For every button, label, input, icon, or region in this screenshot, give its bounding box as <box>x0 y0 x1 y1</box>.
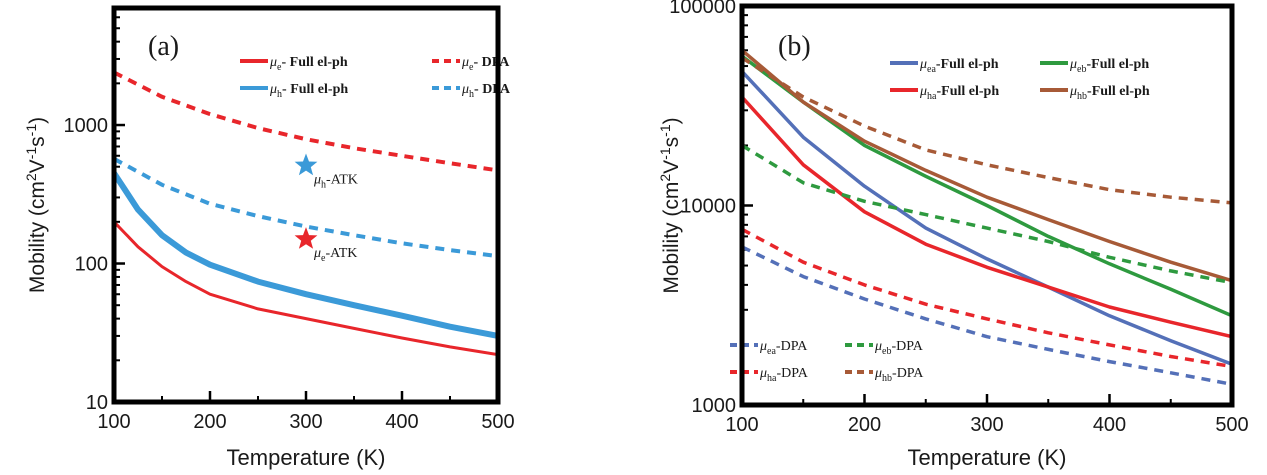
series-line-h-dpa <box>114 157 498 259</box>
panel-label: (b) <box>778 31 811 62</box>
y-tick-label: 10 <box>86 392 108 414</box>
legend-entry: μe- Full el-ph <box>269 55 348 73</box>
x-tick-label: 300 <box>289 411 322 433</box>
marker-label-h: μh-ATK <box>313 173 358 191</box>
legend-entry: μh- DPA <box>461 82 511 100</box>
x-tick-label: 200 <box>848 414 881 436</box>
legend-entry: μhb-DPA <box>874 366 924 384</box>
marker-label-e: μe-ATK <box>313 246 357 264</box>
series-line-eb-dpa <box>742 143 1232 285</box>
y-tick-label: 1000 <box>692 395 737 417</box>
legend-entry: μhb-Full el-ph <box>1069 84 1150 102</box>
series-line-hb-dpa <box>742 56 1232 205</box>
chart-panel-a: μh-ATK μe-ATK μe- Full el-ph μh- Full el-ph… <box>23 5 515 470</box>
y-axis-label: Mobility (cm2V-1s-1) <box>657 117 683 293</box>
panel-label: (a) <box>148 31 179 62</box>
legend-entry: μea-DPA <box>759 339 808 357</box>
y-axis-label: Mobility (cm2V-1s-1) <box>23 117 49 293</box>
series-line-ha-full <box>742 95 1232 339</box>
x-tick-label: 100 <box>725 414 758 436</box>
series-line-ha-dpa <box>742 227 1232 369</box>
series-line-hb-full <box>742 48 1232 283</box>
y-tick-label: 100 <box>75 254 108 276</box>
legend-entry: μeb-Full el-ph <box>1069 57 1149 75</box>
legend-entry: μeb-DPA <box>874 339 924 357</box>
legend-entry: μh- Full el-ph <box>269 82 348 100</box>
x-tick-label: 400 <box>385 411 418 433</box>
x-tick-label: 400 <box>1093 414 1126 436</box>
x-tick-label: 100 <box>97 411 130 433</box>
chart-panel-b: μea-Full el-ph μeb-Full el-ph μha-Full el-… <box>657 0 1249 470</box>
y-tick-label: 1000 <box>64 115 109 137</box>
series-line-ea-dpa <box>742 245 1232 387</box>
marker-star-e <box>294 227 318 249</box>
x-tick-label: 500 <box>481 411 514 433</box>
series-line-e-full <box>114 220 498 357</box>
series-line-e-dpa <box>114 70 498 173</box>
legend-entry: μha-DPA <box>759 366 809 384</box>
y-tick-label: 100000 <box>669 0 736 18</box>
x-tick-label: 300 <box>970 414 1003 436</box>
x-axis-label: Temperature (K) <box>227 445 386 470</box>
legend-entry: μea-Full el-ph <box>919 57 999 75</box>
y-tick-label: 10000 <box>680 196 736 218</box>
x-tick-label: 500 <box>1215 414 1248 436</box>
legend-entry: μha-Full el-ph <box>919 84 999 102</box>
x-axis-label: Temperature (K) <box>908 445 1067 470</box>
legend-entry: μe- DPA <box>461 55 510 73</box>
marker-star-h <box>294 153 318 176</box>
series-line-ea-full <box>742 70 1232 366</box>
x-tick-label: 200 <box>193 411 226 433</box>
series-line-h-full <box>114 171 498 339</box>
